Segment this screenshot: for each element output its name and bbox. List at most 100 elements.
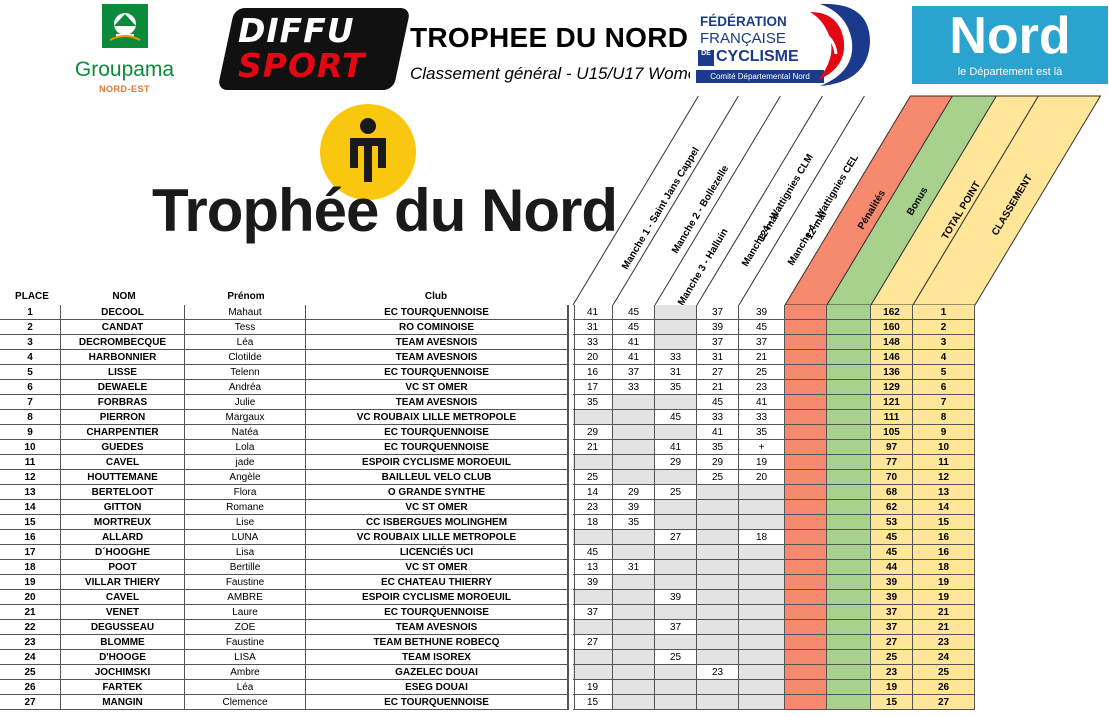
cell-m3 [655, 665, 697, 680]
cell-m3: 25 [655, 650, 697, 665]
cell-prenom: Ambre [185, 665, 306, 680]
cell-rank: 19 [913, 575, 975, 590]
cell-club: TEAM AVESNOIS [306, 620, 568, 635]
cell-rank: 26 [913, 680, 975, 695]
cell-pen [785, 650, 827, 665]
cell-pen [785, 380, 827, 395]
cell-total: 77 [871, 455, 913, 470]
cell-m4a: 45 [697, 395, 739, 410]
cell-prenom: Bertille [185, 560, 306, 575]
cell-pen [785, 410, 827, 425]
cell-pen [785, 320, 827, 335]
cell-club: TEAM BETHUNE ROBECQ [306, 635, 568, 650]
cell-rank: 13 [913, 485, 975, 500]
cell-nom: DEGUSSEAU [61, 620, 185, 635]
cell-total: 68 [871, 485, 913, 500]
cell-pen [785, 530, 827, 545]
cell-rank: 3 [913, 335, 975, 350]
cell-place: 11 [0, 455, 61, 470]
cell-m4b: 25 [739, 365, 785, 380]
cell-club: O GRANDE SYNTHE [306, 485, 568, 500]
cell-bonus [827, 350, 871, 365]
cell-place: 10 [0, 440, 61, 455]
cell-club: TEAM AVESNOIS [306, 395, 568, 410]
cell-m4b [739, 545, 785, 560]
cell-m2 [613, 575, 655, 590]
cell-m3 [655, 635, 697, 650]
trophee-du-nord-text: Trophée du Nord [152, 177, 618, 244]
cell-m1: 14 [573, 485, 613, 500]
cell-place: 17 [0, 545, 61, 560]
ffc-line1: FÉDÉRATION [700, 14, 787, 29]
cell-total: 53 [871, 515, 913, 530]
cell-nom: PIERRON [61, 410, 185, 425]
cell-prenom: jade [185, 455, 306, 470]
cell-m4a [697, 620, 739, 635]
cell-m2: 41 [613, 350, 655, 365]
cell-m2 [613, 470, 655, 485]
column-separator [568, 305, 575, 710]
cell-rank: 24 [913, 650, 975, 665]
col-nom-header: NOM [112, 291, 136, 302]
table-row: 9 CHARPENTIER Natéa EC TOURQUENNOISE 29 41 35 1… [0, 425, 1109, 440]
table-row: 6 DEWAELE Andréa VC ST OMER 17 33 35 21 23 129 6 [0, 380, 1109, 395]
cell-rank: 14 [913, 500, 975, 515]
cell-m1: 20 [573, 350, 613, 365]
header-divider [572, 95, 699, 306]
cell-m3: 25 [655, 485, 697, 500]
table-row: 2 CANDAT Tess RO COMINOISE 31 45 39 45 160 2 [0, 320, 1109, 335]
cell-m4a [697, 485, 739, 500]
cell-nom: BERTELOOT [61, 485, 185, 500]
table-row: 8 PIERRON Margaux VC ROUBAIX LILLE METROPOL… [0, 410, 1109, 425]
cell-m3: 31 [655, 365, 697, 380]
cell-pen [785, 500, 827, 515]
cell-rank: 7 [913, 395, 975, 410]
cell-m2: 31 [613, 560, 655, 575]
cell-bonus [827, 395, 871, 410]
cell-bonus [827, 560, 871, 575]
cell-pen [785, 365, 827, 380]
cell-total: 105 [871, 425, 913, 440]
cell-nom: FORBRAS [61, 395, 185, 410]
cell-pen [785, 575, 827, 590]
cell-total: 25 [871, 650, 913, 665]
table-row: 15 MORTREUX Lise CC ISBERGUES MOLINGHEM 18 35… [0, 515, 1109, 530]
cell-m4a: 37 [697, 305, 739, 320]
cell-m2: 45 [613, 305, 655, 320]
ffc-swirl-icon [810, 3, 870, 86]
cell-nom: CAVEL [61, 455, 185, 470]
header-divider [654, 95, 781, 306]
cell-total: 111 [871, 410, 913, 425]
diffusport-logo: DIFFU SPORT [217, 8, 411, 90]
cell-rank: 19 [913, 590, 975, 605]
cell-club: EC TOURQUENNOISE [306, 425, 568, 440]
cell-pen [785, 395, 827, 410]
cell-m3 [655, 560, 697, 575]
cell-m1 [573, 410, 613, 425]
cell-m2 [613, 425, 655, 440]
cell-place: 15 [0, 515, 61, 530]
table-row: 3 DECROMBECQUE Léa TEAM AVESNOIS 33 41 37 37 148… [0, 335, 1109, 350]
cell-bonus [827, 695, 871, 710]
cell-m4a: 35 [697, 440, 739, 455]
cell-club: EC TOURQUENNOISE [306, 440, 568, 455]
cell-nom: BLOMME [61, 635, 185, 650]
cell-m1: 18 [573, 515, 613, 530]
cell-club: ESEG DOUAI [306, 680, 568, 695]
cell-nom: VILLAR THIERY [61, 575, 185, 590]
cell-m3: 29 [655, 455, 697, 470]
cell-bonus [827, 530, 871, 545]
cell-m4b: 19 [739, 455, 785, 470]
cell-bonus [827, 545, 871, 560]
cell-bonus [827, 305, 871, 320]
cell-m1 [573, 650, 613, 665]
cell-m2 [613, 635, 655, 650]
cell-m4b: 20 [739, 470, 785, 485]
cell-pen [785, 440, 827, 455]
cell-nom: HOUTTEMANE [61, 470, 185, 485]
cell-place: 13 [0, 485, 61, 500]
cell-place: 3 [0, 335, 61, 350]
cell-m1: 31 [573, 320, 613, 335]
cell-nom: DECOOL [61, 305, 185, 320]
cell-total: 23 [871, 665, 913, 680]
